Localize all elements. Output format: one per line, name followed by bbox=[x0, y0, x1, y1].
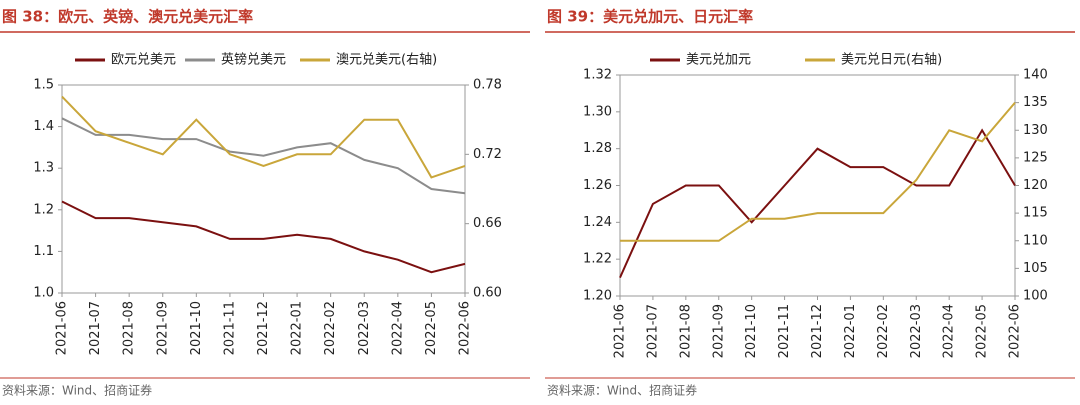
y-tick-label: 1.26 bbox=[583, 178, 612, 193]
y2-tick-label: 140 bbox=[1023, 68, 1048, 83]
y-tick-label: 1.5 bbox=[33, 78, 54, 93]
x-tick-label: 2022-03 bbox=[357, 301, 372, 355]
y-tick-label: 1.30 bbox=[583, 104, 612, 119]
legend-label: 美元兑加元 bbox=[686, 53, 751, 68]
y-tick-label: 1.4 bbox=[33, 119, 54, 134]
y2-tick-label: 105 bbox=[1023, 261, 1048, 276]
series-line bbox=[620, 101, 1016, 242]
chart-title: 图 39：美元兑加元、日元汇率 bbox=[547, 8, 753, 26]
y-tick-label: 1.3 bbox=[33, 161, 54, 176]
series-line bbox=[61, 200, 466, 274]
series-line bbox=[619, 128, 1016, 279]
y2-tick-label: 100 bbox=[1023, 289, 1048, 304]
x-tick-label: 2021-09 bbox=[155, 301, 170, 355]
y-tick-label: 1.20 bbox=[583, 289, 612, 304]
legend-label: 美元兑日元(右轴) bbox=[841, 53, 942, 68]
x-tick-label: 2022-05 bbox=[424, 301, 439, 355]
y-tick-label: 1.0 bbox=[33, 286, 54, 301]
source: 资料来源：Wind、招商证券 bbox=[547, 383, 697, 398]
x-tick-label: 2021-11 bbox=[222, 301, 237, 355]
x-tick-label: 2021-08 bbox=[122, 301, 137, 355]
x-tick-label: 2022-06 bbox=[1008, 304, 1023, 358]
y2-tick-label: 120 bbox=[1023, 178, 1048, 193]
x-tick-label: 2022-04 bbox=[390, 301, 405, 355]
y2-tick-label: 135 bbox=[1023, 95, 1048, 110]
x-tick-label: 2022-01 bbox=[290, 301, 305, 355]
y2-tick-label: 115 bbox=[1023, 206, 1048, 221]
x-tick-label: 2021-11 bbox=[777, 304, 792, 358]
y2-tick-label: 0.66 bbox=[473, 216, 502, 231]
x-tick-label: 2021-10 bbox=[744, 304, 759, 358]
y2-tick-label: 130 bbox=[1023, 123, 1048, 138]
y2-tick-label: 125 bbox=[1023, 150, 1048, 165]
chart-title: 图 38：欧元、英镑、澳元兑美元汇率 bbox=[2, 8, 253, 26]
source: 资料来源：Wind、招商证券 bbox=[2, 383, 152, 398]
x-tick-label: 2022-01 bbox=[843, 304, 858, 358]
x-tick-label: 2021-10 bbox=[189, 301, 204, 355]
x-tick-label: 2022-03 bbox=[909, 304, 924, 358]
series-line bbox=[61, 117, 466, 195]
series-line bbox=[61, 95, 466, 179]
y-tick-label: 1.2 bbox=[33, 202, 54, 217]
x-tick-label: 2021-07 bbox=[88, 301, 103, 355]
x-tick-label: 2021-12 bbox=[256, 301, 271, 355]
y-tick-label: 1.28 bbox=[583, 141, 612, 156]
y2-tick-label: 0.60 bbox=[473, 286, 502, 301]
x-tick-label: 2021-08 bbox=[678, 304, 693, 358]
x-tick-label: 2022-02 bbox=[876, 304, 891, 358]
x-tick-label: 2021-07 bbox=[645, 304, 660, 358]
legend-label: 澳元兑美元(右轴) bbox=[336, 52, 437, 68]
x-tick-label: 2022-04 bbox=[942, 304, 957, 358]
x-tick-label: 2022-06 bbox=[458, 301, 473, 355]
y2-tick-label: 0.72 bbox=[473, 147, 502, 162]
y2-tick-label: 0.78 bbox=[473, 78, 502, 93]
x-tick-label: 2021-06 bbox=[55, 301, 70, 355]
plot-frame bbox=[619, 74, 1016, 297]
x-tick-label: 2021-06 bbox=[613, 304, 628, 358]
y-tick-label: 1.24 bbox=[583, 215, 612, 230]
y-tick-label: 1.32 bbox=[583, 68, 612, 83]
x-tick-label: 2021-09 bbox=[711, 304, 726, 358]
legend-label: 英镑兑美元 bbox=[221, 52, 286, 68]
x-tick-label: 2022-05 bbox=[975, 304, 990, 358]
x-tick-label: 2022-02 bbox=[323, 301, 338, 355]
y2-tick-label: 110 bbox=[1023, 233, 1048, 248]
y-tick-label: 1.22 bbox=[583, 252, 612, 267]
y-tick-label: 1.1 bbox=[33, 244, 54, 259]
legend-label: 欧元兑美元 bbox=[111, 53, 176, 68]
x-tick-label: 2021-12 bbox=[810, 304, 825, 358]
